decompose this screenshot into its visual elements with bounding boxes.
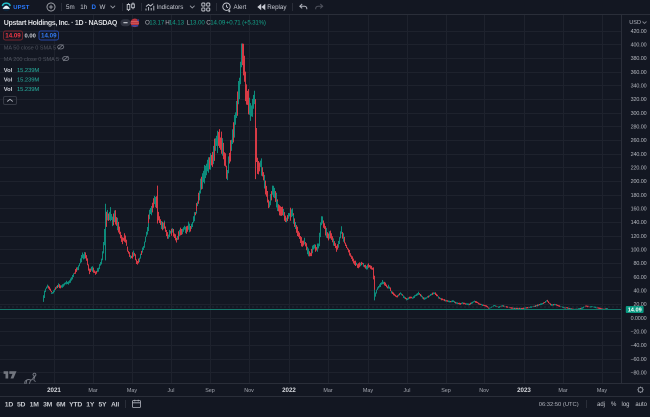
- svg-text:Vol: Vol: [4, 68, 13, 74]
- svg-text:−40.00: −40.00: [630, 343, 646, 349]
- svg-text:−80.00: −80.00: [630, 371, 646, 377]
- svg-text:5Y: 5Y: [98, 401, 107, 408]
- svg-text:Sep: Sep: [441, 388, 451, 394]
- svg-text:14.13: 14.13: [169, 20, 185, 27]
- svg-text:auto: auto: [635, 402, 647, 408]
- svg-text:D: D: [92, 4, 97, 11]
- svg-text:MA 200 close 0 SMA 5: MA 200 close 0 SMA 5: [4, 57, 59, 63]
- svg-text:May: May: [597, 388, 607, 394]
- svg-text:15.239M: 15.239M: [17, 87, 39, 93]
- svg-text:13.17: 13.17: [149, 20, 165, 27]
- svg-text:W: W: [100, 4, 106, 11]
- svg-text:20.00: 20.00: [634, 302, 647, 308]
- svg-text:2021: 2021: [47, 387, 61, 394]
- svg-text:2023: 2023: [517, 387, 531, 394]
- svg-text:Mar: Mar: [88, 388, 97, 394]
- svg-text:Indicators: Indicators: [157, 4, 184, 11]
- svg-text:Sep: Sep: [205, 388, 215, 394]
- svg-text:May: May: [127, 388, 137, 394]
- svg-text:400.00: 400.00: [631, 43, 647, 49]
- svg-text:C: C: [206, 20, 211, 27]
- svg-text:Upstart Holdings, Inc. · 1D ·: Upstart Holdings, Inc. · 1D · NASDAQ: [4, 20, 118, 27]
- svg-text:15.239M: 15.239M: [17, 78, 39, 84]
- svg-text:300.00: 300.00: [631, 111, 647, 117]
- svg-text:+0.71 (+5.31%): +0.71 (+5.31%): [226, 20, 266, 27]
- svg-text:−60.00: −60.00: [630, 357, 646, 363]
- svg-text:340.00: 340.00: [631, 84, 647, 90]
- svg-text:Alert: Alert: [234, 4, 247, 11]
- svg-text:14.09: 14.09: [41, 33, 57, 40]
- svg-text:Nov: Nov: [479, 388, 489, 394]
- svg-text:360.00: 360.00: [631, 70, 647, 76]
- svg-text:14.09: 14.09: [210, 20, 226, 27]
- svg-text:H: H: [165, 20, 169, 27]
- svg-text:5m: 5m: [66, 4, 75, 11]
- svg-text:Replay: Replay: [267, 4, 287, 11]
- svg-text:220.00: 220.00: [631, 166, 647, 172]
- svg-text:13.00: 13.00: [190, 20, 206, 27]
- svg-text:14.09: 14.09: [628, 307, 642, 313]
- svg-text:−20.00: −20.00: [630, 330, 646, 336]
- svg-text:200.00: 200.00: [631, 179, 647, 185]
- svg-text:1h: 1h: [80, 4, 87, 11]
- svg-text:120.00: 120.00: [631, 234, 647, 240]
- svg-text:USD: USD: [629, 20, 641, 26]
- svg-text:280.00: 280.00: [631, 125, 647, 131]
- svg-text:Nov: Nov: [244, 388, 254, 394]
- svg-text:L: L: [187, 20, 191, 27]
- svg-text:log: log: [621, 402, 629, 408]
- svg-text:40.00: 40.00: [634, 289, 647, 295]
- svg-text:160.00: 160.00: [631, 207, 647, 213]
- svg-text:All: All: [111, 401, 119, 408]
- svg-text:140.00: 140.00: [631, 220, 647, 226]
- svg-text:180.00: 180.00: [631, 193, 647, 199]
- svg-text:UPST: UPST: [13, 5, 29, 11]
- svg-text:3M: 3M: [43, 401, 53, 408]
- svg-text:0.00: 0.00: [25, 33, 36, 39]
- svg-text:14.09: 14.09: [5, 33, 21, 40]
- svg-text:Jul: Jul: [168, 388, 175, 394]
- svg-text:adj: adj: [597, 402, 605, 408]
- svg-text:0.0000: 0.0000: [631, 316, 647, 322]
- svg-text:Mar: Mar: [558, 388, 567, 394]
- svg-text:320.00: 320.00: [631, 97, 647, 103]
- svg-text:Jul: Jul: [404, 388, 411, 394]
- svg-text:5D: 5D: [17, 401, 26, 408]
- svg-text:1D: 1D: [5, 401, 14, 408]
- svg-text:100.00: 100.00: [631, 248, 647, 254]
- svg-text:260.00: 260.00: [631, 138, 647, 144]
- svg-text:06:32:50 (UTC): 06:32:50 (UTC): [539, 402, 579, 408]
- svg-text:%: %: [611, 402, 617, 408]
- svg-text:May: May: [363, 388, 373, 394]
- svg-text:80.00: 80.00: [634, 261, 647, 267]
- svg-text:240.00: 240.00: [631, 152, 647, 158]
- svg-text:1M: 1M: [30, 401, 40, 408]
- svg-text:60.00: 60.00: [634, 275, 647, 281]
- svg-text:O: O: [145, 20, 150, 27]
- svg-text:Vol: Vol: [4, 87, 13, 93]
- svg-text:Mar: Mar: [323, 388, 332, 394]
- svg-text:2022: 2022: [282, 387, 296, 394]
- svg-text:MA 50 close 0 SMA 5: MA 50 close 0 SMA 5: [4, 45, 56, 51]
- svg-text:1Y: 1Y: [86, 401, 95, 408]
- svg-text:15.239M: 15.239M: [17, 68, 39, 74]
- svg-text:420.00: 420.00: [631, 29, 647, 35]
- svg-text:6M: 6M: [56, 401, 66, 408]
- svg-text:YTD: YTD: [69, 401, 82, 408]
- svg-text:Vol: Vol: [4, 78, 13, 84]
- svg-text:380.00: 380.00: [631, 56, 647, 62]
